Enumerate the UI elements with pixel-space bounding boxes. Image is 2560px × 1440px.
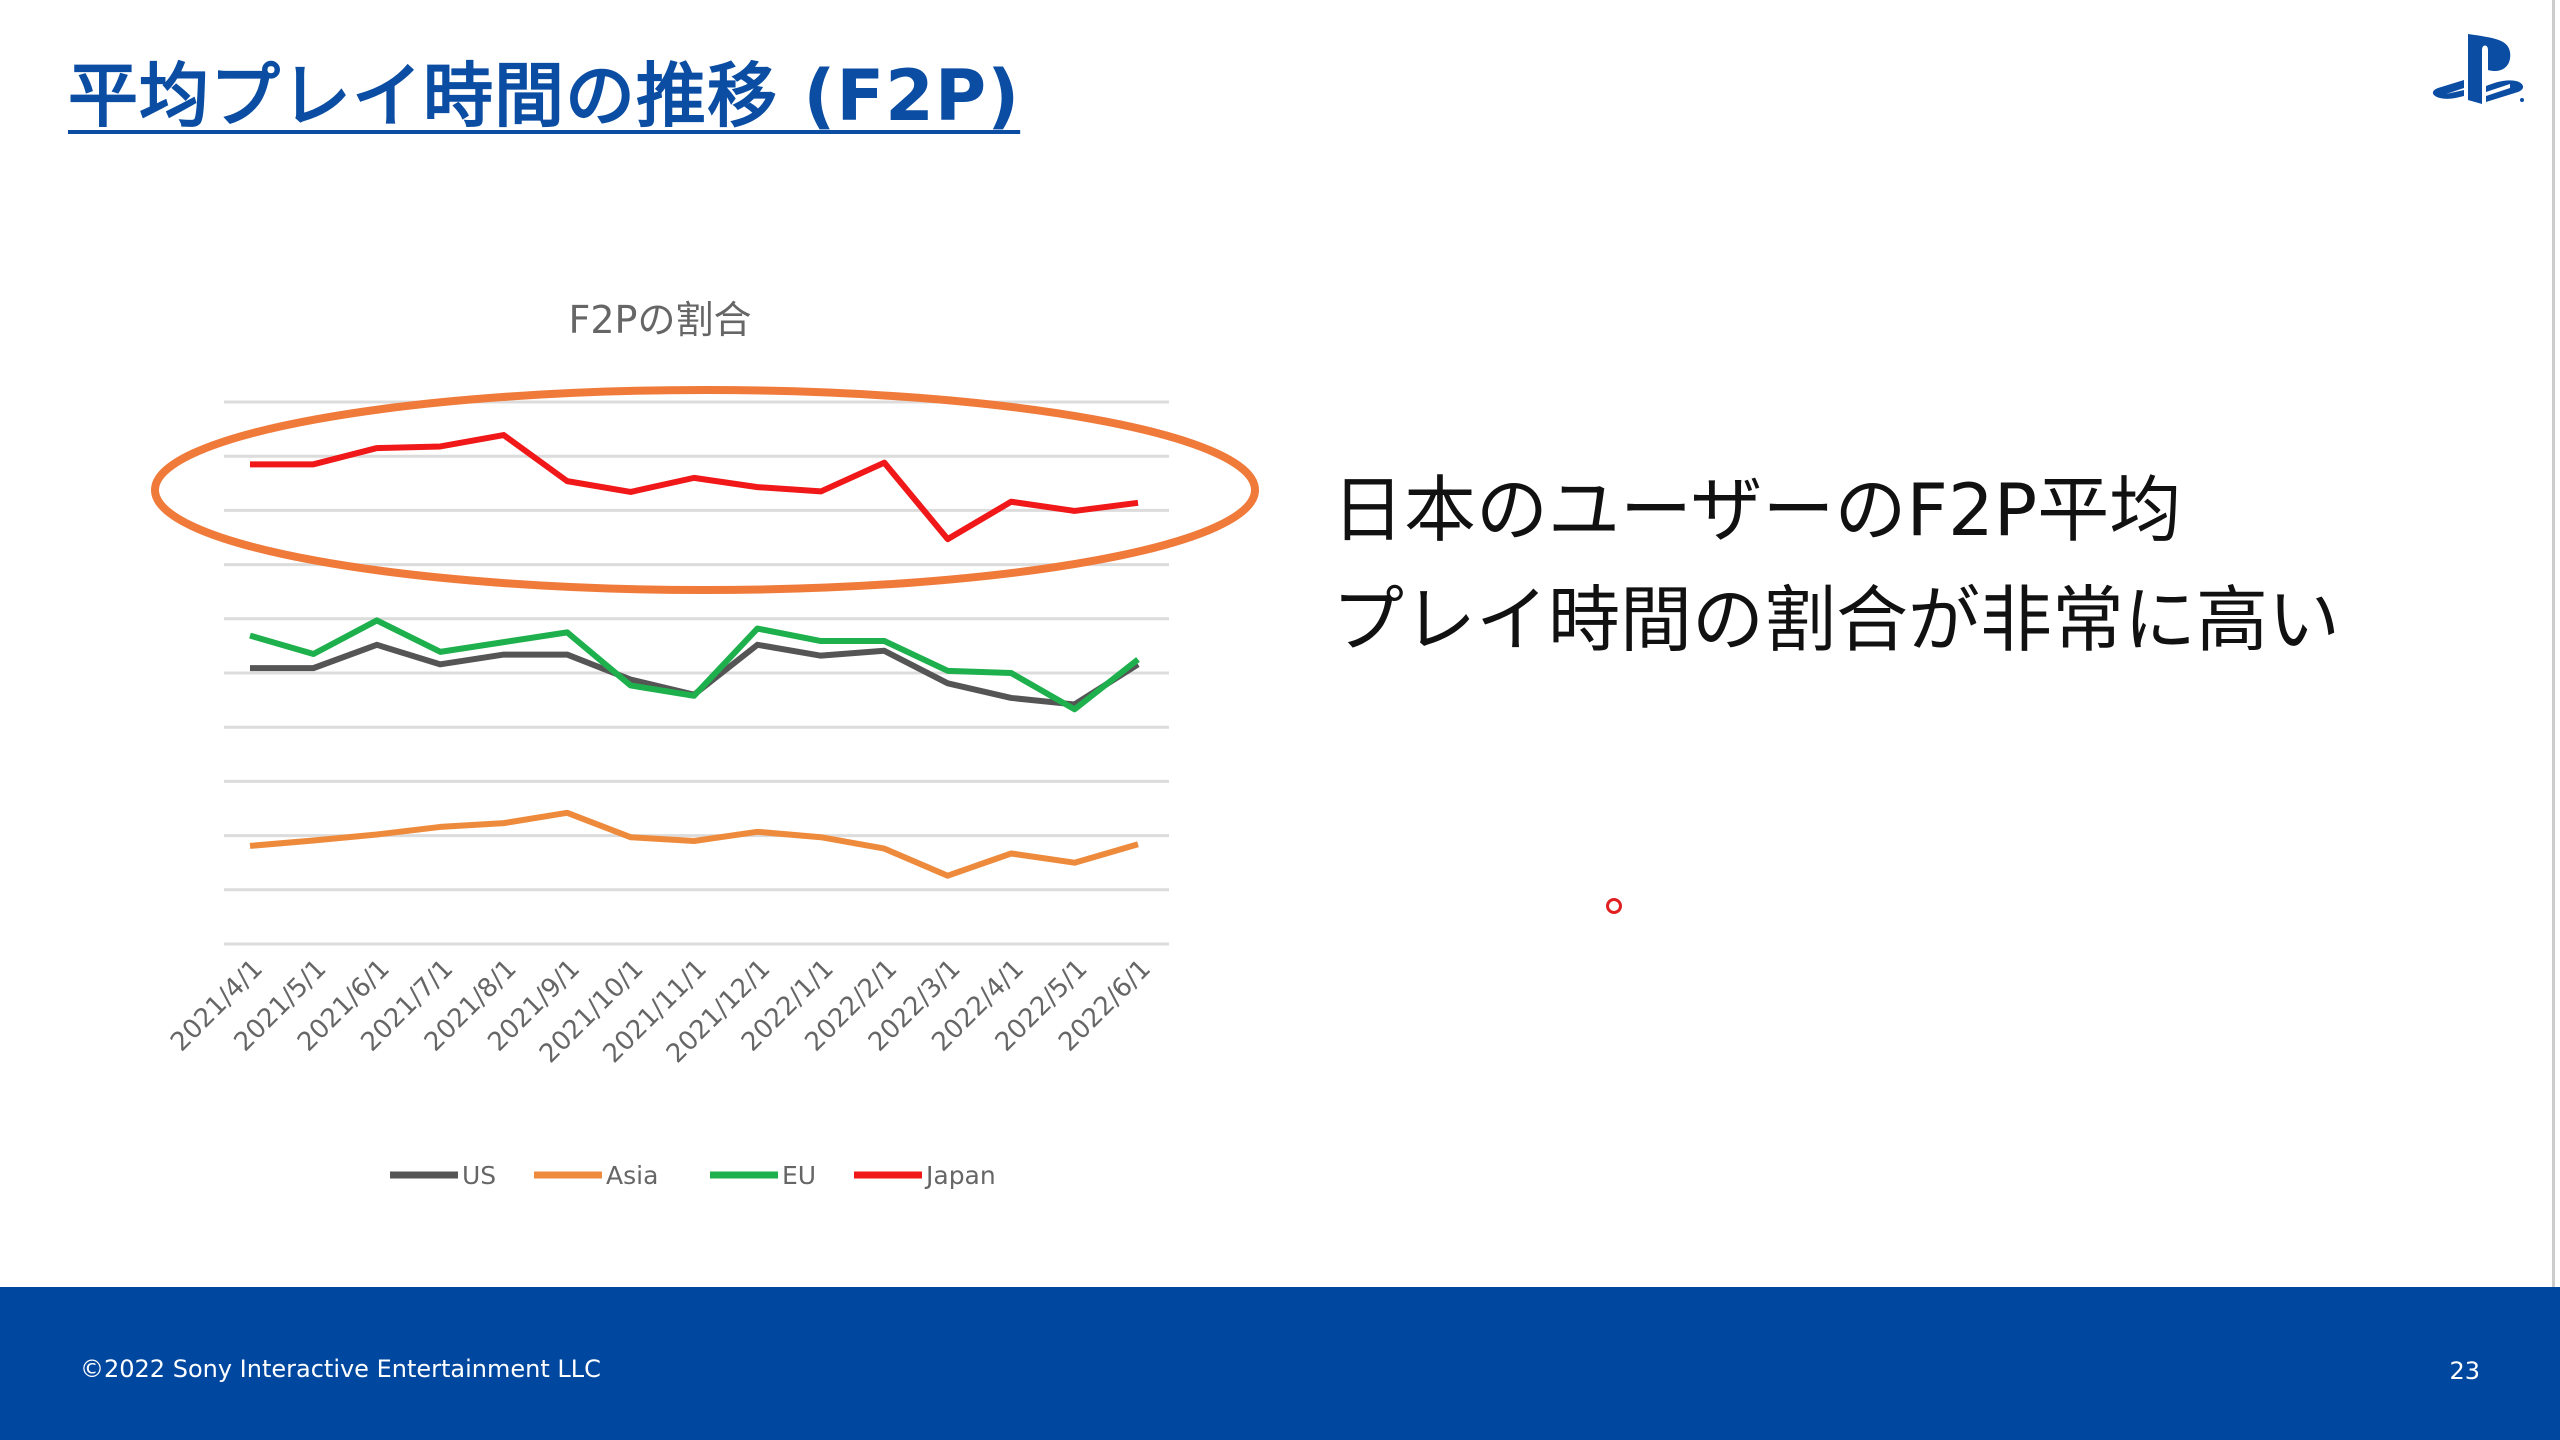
message-line: 日本のユーザーのF2P平均 xyxy=(1332,468,2182,552)
pointer-cursor xyxy=(1606,898,1622,914)
legend-label: EU xyxy=(782,1161,816,1190)
line-chart: F2Pの割合 2021/4/12021/5/12021/6/12021/7/12… xyxy=(151,298,1259,1190)
playstation-logo xyxy=(2432,34,2524,104)
legend-label: Asia xyxy=(606,1161,658,1190)
window-edge xyxy=(2552,0,2555,1287)
page-number: 23 xyxy=(2449,1357,2480,1385)
footer-bar: ©2022 Sony Interactive Entertainment LLC… xyxy=(0,1287,2560,1440)
series-line-asia xyxy=(249,809,1139,879)
chart-title: F2Pの割合 xyxy=(569,298,752,342)
legend-label: Japan xyxy=(924,1161,996,1190)
slide-title: 平均プレイ時間の推移 (F2P) xyxy=(68,55,1021,137)
series-line-eu xyxy=(249,617,1140,713)
legend-label: US xyxy=(462,1161,496,1190)
series-line-japan xyxy=(250,432,1139,543)
copyright: ©2022 Sony Interactive Entertainment LLC xyxy=(80,1355,601,1383)
highlight-ellipse xyxy=(151,386,1259,594)
message-line: プレイ時間の割合が非常に高い xyxy=(1332,578,2341,662)
key-message: 日本のユーザーのF2P平均 プレイ時間の割合が非常に高い xyxy=(1332,455,2340,675)
